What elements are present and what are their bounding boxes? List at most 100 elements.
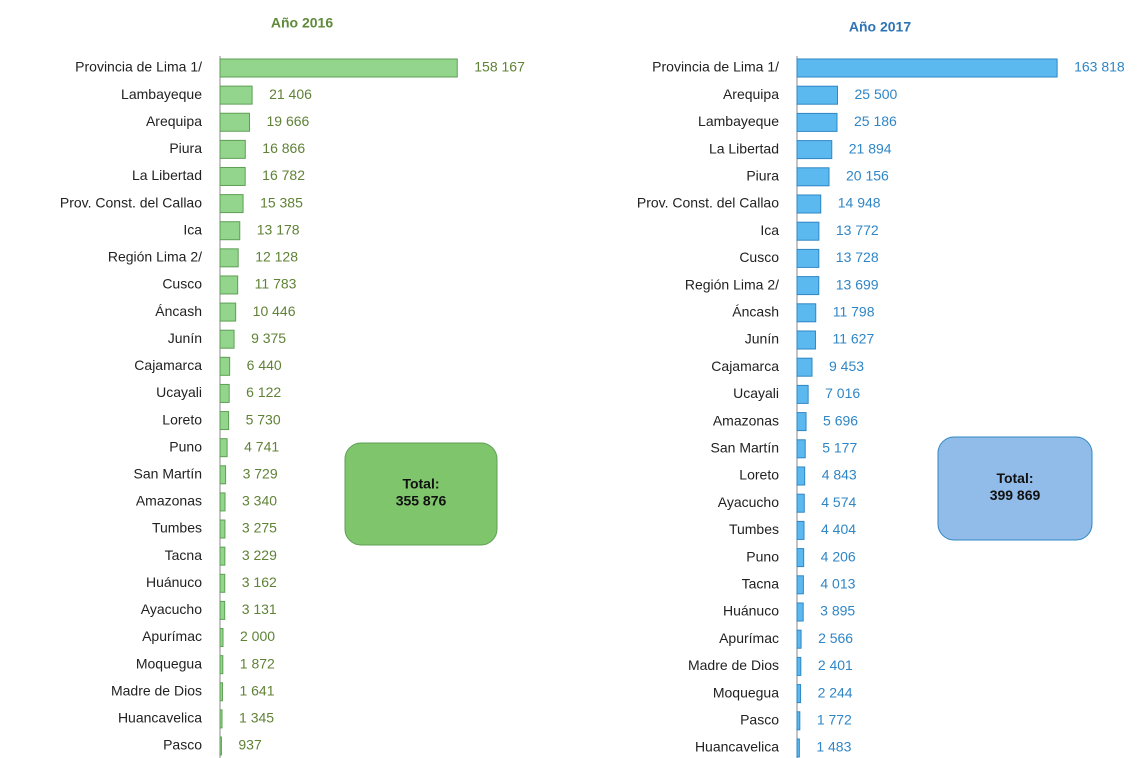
bar [796, 520, 805, 540]
value-label: 1 872 [240, 655, 275, 671]
bar [219, 58, 458, 78]
category-label: Provincia de Lima 1/ [75, 59, 202, 75]
value-label: 25 186 [854, 113, 897, 129]
bar [219, 329, 235, 349]
category-label: Cajamarca [134, 357, 202, 373]
bar [796, 602, 804, 622]
value-label: 3 729 [243, 466, 278, 482]
category-label: Moquegua [136, 655, 202, 671]
value-label: 937 [238, 737, 262, 753]
bar [796, 575, 804, 595]
total-text: Total: [402, 476, 439, 492]
bar [796, 194, 822, 214]
value-label: 21 894 [849, 140, 892, 156]
bar [219, 736, 222, 756]
value-label: 3 162 [242, 574, 277, 590]
value-label: 4 574 [821, 494, 856, 510]
category-label: Loreto [162, 411, 202, 427]
value-label: 3 275 [242, 520, 277, 536]
value-label: 15 385 [260, 194, 303, 210]
value-label: 158 167 [474, 59, 525, 75]
chart-title: Año 2017 [849, 19, 911, 35]
bar [219, 438, 228, 458]
bar [219, 166, 246, 186]
category-label: Cusco [162, 276, 202, 292]
category-label: Región Lima 2/ [108, 249, 202, 265]
value-label: 11 783 [255, 276, 297, 292]
value-label: 3 340 [242, 493, 277, 509]
bar [796, 656, 802, 676]
category-label: Puno [169, 438, 202, 454]
value-label: 3 131 [242, 601, 277, 617]
value-label: 4 013 [820, 576, 855, 592]
value-label: 3 229 [242, 547, 277, 563]
category-label: Junín [168, 330, 202, 346]
category-label: Provincia de Lima 1/ [652, 59, 779, 75]
bar [796, 684, 802, 704]
category-label: Áncash [155, 303, 202, 319]
bar [796, 548, 805, 568]
category-label: Ayacucho [718, 494, 779, 510]
category-label: Ucayali [733, 385, 779, 401]
value-label: 1 345 [239, 710, 274, 726]
category-label: Puno [746, 548, 779, 564]
bar [796, 466, 806, 486]
category-label: Piura [746, 168, 779, 184]
total-box [344, 442, 498, 546]
category-label: Lambayeque [698, 113, 779, 129]
value-label: 21 406 [269, 86, 312, 102]
bar [219, 248, 239, 268]
bar [219, 383, 230, 403]
value-label: 16 866 [262, 140, 305, 156]
bar [796, 711, 801, 731]
bar [219, 275, 239, 295]
value-label: 10 446 [253, 303, 296, 319]
bar [219, 573, 226, 593]
category-label: Ica [760, 222, 779, 238]
value-label: 11 798 [833, 304, 875, 320]
category-label: Tumbes [729, 521, 779, 537]
category-label: Tumbes [152, 520, 202, 536]
bar [796, 384, 809, 404]
value-label: 9 375 [251, 330, 286, 346]
total-text: 355 876 [396, 493, 447, 509]
category-label: Tacna [742, 576, 780, 592]
value-label: 1 772 [817, 712, 852, 728]
value-label: 4 404 [821, 521, 856, 537]
bar [796, 112, 838, 132]
bar [219, 411, 230, 431]
bar [796, 248, 820, 268]
value-label: 163 818 [1074, 59, 1125, 75]
category-label: Huancavelica [695, 739, 779, 755]
category-label: Ayacucho [141, 601, 202, 617]
bar [796, 276, 820, 296]
category-label: Amazonas [136, 493, 202, 509]
category-label: Ica [183, 221, 202, 237]
bar [219, 112, 250, 132]
bar [219, 655, 224, 675]
category-label: Apurímac [142, 628, 202, 644]
value-label: 3 895 [820, 603, 855, 619]
category-label: San Martín [711, 440, 779, 456]
value-label: 20 156 [846, 168, 889, 184]
value-label: 11 627 [832, 331, 874, 347]
value-label: 6 122 [246, 384, 281, 400]
value-label: 2 244 [818, 684, 853, 700]
bar [796, 439, 806, 459]
category-label: Madre de Dios [688, 657, 779, 673]
category-label: Huánuco [146, 574, 202, 590]
bar [796, 58, 1058, 78]
category-label: Áncash [732, 304, 779, 320]
bar [219, 465, 227, 485]
value-label: 13 699 [836, 276, 879, 292]
value-label: 2 566 [818, 630, 853, 646]
bar [796, 85, 838, 105]
bar [219, 628, 224, 648]
bar [219, 194, 244, 214]
value-label: 25 500 [854, 86, 897, 102]
bar [219, 682, 223, 702]
bar [219, 709, 223, 729]
value-label: 9 453 [829, 358, 864, 374]
category-label: Junín [745, 331, 779, 347]
